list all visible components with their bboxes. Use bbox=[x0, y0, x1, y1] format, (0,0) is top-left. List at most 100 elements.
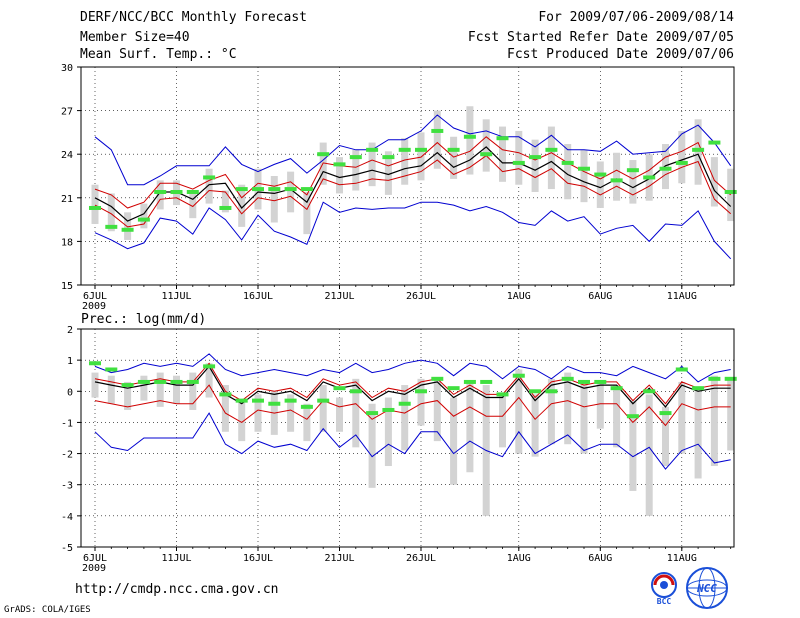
ensemble-bar bbox=[515, 369, 523, 454]
ensemble-bar bbox=[352, 378, 360, 448]
ensemble-bar bbox=[613, 152, 621, 201]
series-line-lower bbox=[94, 155, 732, 228]
series-line-max bbox=[94, 353, 731, 383]
obs-marker bbox=[219, 392, 232, 397]
ensemble-bar bbox=[547, 378, 555, 445]
obs-marker bbox=[545, 389, 558, 394]
obs-marker bbox=[252, 187, 264, 192]
ensemble-bar bbox=[205, 168, 213, 204]
ensemble-bar bbox=[91, 184, 99, 224]
y-tick-label: 1 bbox=[67, 356, 73, 367]
obs-marker bbox=[643, 389, 656, 394]
x-tick-label: 21JUL bbox=[324, 553, 354, 564]
ensemble-bar bbox=[531, 139, 539, 192]
ensemble-bar bbox=[499, 126, 506, 182]
ensemble-bar bbox=[173, 375, 180, 404]
obs-marker bbox=[105, 367, 118, 372]
obs-marker bbox=[415, 147, 427, 152]
series-line-min bbox=[94, 201, 732, 260]
obs-marker bbox=[496, 392, 509, 397]
ensemble-bar bbox=[596, 381, 604, 429]
x-tick-label: 16JUL bbox=[243, 553, 273, 564]
ensemble-bar bbox=[352, 149, 360, 191]
source-url[interactable]: http://cmdp.ncc.cma.gov.cn bbox=[75, 582, 279, 597]
obs-marker bbox=[317, 152, 330, 157]
ensemble-bar bbox=[417, 132, 425, 181]
obs-marker bbox=[561, 160, 574, 165]
x-tick-label: 6JUL bbox=[83, 291, 107, 302]
series-line-mean bbox=[94, 146, 732, 222]
ensemble-bar bbox=[645, 394, 653, 516]
obs-marker bbox=[415, 389, 427, 394]
obs-marker bbox=[333, 386, 346, 391]
obs-marker bbox=[512, 373, 525, 378]
ensemble-bar bbox=[156, 372, 164, 407]
ensemble-bar bbox=[189, 372, 197, 410]
ensemble-bar bbox=[450, 397, 458, 485]
obs-marker bbox=[366, 411, 379, 416]
plot-frame bbox=[80, 66, 735, 286]
obs-marker bbox=[300, 404, 313, 409]
ensemble-bar bbox=[694, 119, 702, 185]
fcst-started-date: Fcst Started Refer Date 2009/07/05 bbox=[467, 30, 734, 45]
y-tick-label: -1 bbox=[61, 418, 73, 429]
ensemble-bar bbox=[238, 184, 246, 227]
ensemble-bar bbox=[107, 193, 115, 232]
obs-marker bbox=[154, 379, 167, 384]
obs-marker bbox=[480, 379, 493, 384]
obs-marker bbox=[382, 407, 395, 412]
ensemble-bar bbox=[433, 110, 441, 169]
obs-marker bbox=[431, 376, 444, 381]
x-tick-label: 11AUG bbox=[667, 291, 697, 302]
ensemble-bar bbox=[368, 403, 376, 488]
ensemble-bar bbox=[336, 157, 343, 194]
ensemble-bar bbox=[140, 203, 148, 229]
ensemble-bar bbox=[303, 191, 311, 235]
ensemble-bar bbox=[270, 176, 278, 223]
ensemble-bar bbox=[450, 136, 458, 179]
obs-marker bbox=[382, 155, 395, 160]
ensemble-bar bbox=[401, 385, 409, 451]
obs-marker bbox=[692, 147, 705, 152]
obs-marker bbox=[186, 189, 199, 194]
obs-marker bbox=[170, 379, 183, 384]
obs-marker bbox=[561, 376, 574, 381]
ensemble-bar bbox=[287, 394, 295, 432]
x-tick-label: 26JUL bbox=[406, 553, 436, 564]
x-tick-label: 6AUG bbox=[588, 553, 612, 564]
y-tick-label: 18 bbox=[61, 237, 73, 248]
x-tick-label: 16JUL bbox=[243, 291, 273, 302]
obs-marker bbox=[447, 147, 460, 152]
ensemble-bar bbox=[580, 381, 588, 454]
ensemble-bar bbox=[710, 157, 718, 207]
x-tick-label: 11AUG bbox=[667, 553, 697, 564]
y-tick-label: -3 bbox=[61, 481, 73, 492]
obs-marker bbox=[447, 386, 460, 391]
bcc-logo-text: BCC bbox=[657, 597, 672, 606]
x-tick-label: 11JUL bbox=[161, 291, 191, 302]
obs-marker bbox=[203, 175, 216, 180]
fcst-produced-date: Fcst Produced Date 2009/07/06 bbox=[507, 47, 734, 62]
obs-marker bbox=[89, 205, 101, 210]
obs-marker bbox=[300, 187, 313, 192]
obs-marker bbox=[724, 376, 737, 381]
temperature-variable-label: Mean Surf. Temp.: °C bbox=[80, 47, 237, 62]
ensemble-bar bbox=[499, 394, 506, 448]
ensemble-bar bbox=[384, 397, 392, 467]
x-tick-label: 6AUG bbox=[588, 291, 612, 302]
obs-marker bbox=[398, 147, 411, 152]
obs-marker bbox=[268, 401, 281, 406]
ensemble-bar bbox=[710, 375, 718, 467]
y-tick-label: 30 bbox=[61, 63, 73, 74]
obs-marker bbox=[219, 205, 232, 210]
ensemble-bar bbox=[124, 212, 132, 240]
ensemble-bar bbox=[107, 375, 115, 404]
obs-marker bbox=[626, 168, 639, 173]
x-tick-label: 1AUG bbox=[507, 291, 531, 302]
y-tick-label: 21 bbox=[61, 194, 73, 205]
obs-marker bbox=[268, 187, 281, 192]
ensemble-bar bbox=[727, 378, 735, 451]
ensemble-bar bbox=[368, 142, 376, 187]
obs-marker bbox=[235, 187, 248, 192]
